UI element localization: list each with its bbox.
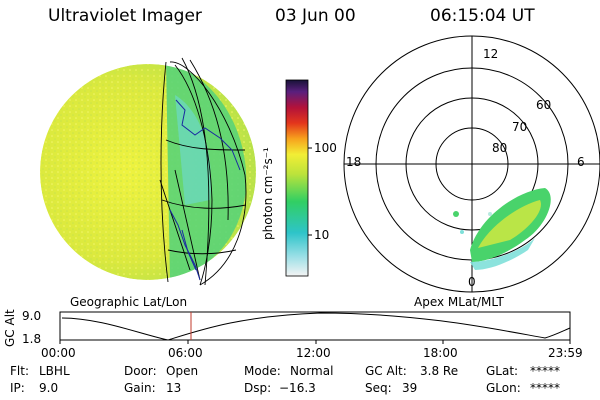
altitude-tick-1-8: 1.8	[22, 332, 42, 346]
app-title: Ultraviolet Imager	[48, 6, 202, 26]
mlt-label-18: 18	[346, 155, 362, 169]
door-label: Door:	[124, 364, 157, 378]
mode-label: Mode:	[244, 364, 281, 378]
gain-value: 13	[166, 381, 182, 395]
flt-label: Flt:	[10, 364, 29, 378]
glat-label: GLat:	[486, 364, 519, 378]
altitude-curve	[61, 312, 571, 341]
right-panel-label: Apex MLat/MLT	[414, 295, 504, 309]
seq-label: Seq:	[365, 381, 392, 395]
gc-alt-label: GC Alt:	[365, 364, 407, 378]
glat-value: *****	[530, 364, 560, 378]
mlt-label-12: 12	[483, 47, 499, 61]
lat-label-80: 80	[492, 141, 508, 155]
dsp-label: Dsp:	[244, 381, 272, 395]
altitude-strip	[59, 311, 571, 341]
dsp-value: −16.3	[279, 381, 316, 395]
time-tick-2359: 23:59	[548, 346, 583, 360]
mlt-label-0: 0	[468, 275, 476, 289]
time-tick-1200: 12:00	[296, 346, 331, 360]
auroral-oval-image	[453, 188, 551, 270]
mlt-label-6: 6	[577, 155, 585, 169]
time-tick-1800: 18:00	[423, 346, 458, 360]
time-readout: 06:15:04 UT	[430, 6, 535, 26]
date-readout: 03 Jun 00	[275, 6, 356, 26]
earth-disk-image	[40, 64, 256, 280]
colorbar-tick-100: 100	[314, 141, 337, 155]
lat-label-70: 70	[512, 120, 528, 134]
time-tick-0600: 06:00	[168, 346, 203, 360]
coastlines	[169, 99, 241, 281]
glon-value: *****	[530, 381, 560, 395]
altitude-tick-9: 9.0	[22, 309, 42, 323]
gain-label: Gain:	[124, 381, 156, 395]
flt-value: LBHL	[39, 364, 70, 378]
door-value: Open	[166, 364, 199, 378]
colorbar-unit-label: photon cm⁻²s⁻¹	[261, 147, 275, 240]
ip-label: IP:	[10, 381, 25, 395]
seq-value: 39	[402, 381, 418, 395]
gc-alt-value: 3.8 Re	[420, 364, 459, 378]
lat-label-60: 60	[536, 98, 552, 112]
ip-value: 9.0	[39, 381, 59, 395]
colorbar	[285, 79, 309, 277]
mode-value: Normal	[290, 364, 334, 378]
time-tick-0000: 00:00	[41, 346, 76, 360]
geographic-grid	[159, 57, 247, 286]
altitude-axis-title: GC Alt	[3, 309, 17, 347]
glon-label: GLon:	[486, 381, 521, 395]
left-panel-label: Geographic Lat/Lon	[70, 295, 188, 309]
polar-plot	[343, 35, 600, 293]
colorbar-tick-10: 10	[314, 228, 330, 242]
